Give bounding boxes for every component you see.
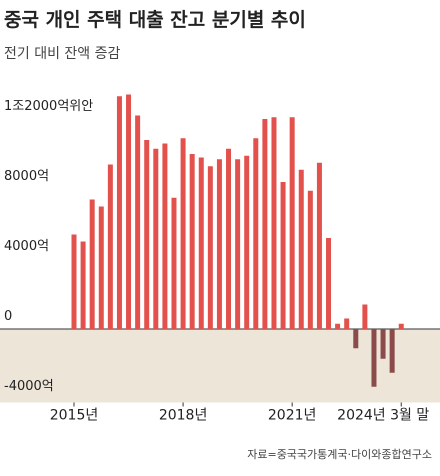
bar: [344, 318, 350, 329]
bar: [298, 169, 304, 329]
chart-title: 중국 개인 주택 대출 잔고 분기별 추이: [4, 9, 306, 31]
bar: [180, 138, 186, 329]
bar: [98, 206, 104, 329]
bar: [80, 241, 86, 329]
bar: [271, 117, 277, 329]
bar: [226, 148, 232, 329]
bar: [326, 238, 332, 329]
bar: [280, 182, 286, 329]
bar: [316, 162, 322, 329]
y-tick-label: 8000억: [4, 169, 49, 184]
x-tick-label: 2021년: [268, 408, 317, 424]
x-tick-label: 2018년: [159, 408, 208, 424]
bar: [307, 190, 313, 329]
bar: [207, 166, 213, 329]
bar: [371, 329, 377, 387]
bar: [380, 329, 386, 359]
bar: [362, 304, 368, 329]
bar: [162, 143, 168, 329]
chart-subtitle: 전기 대비 잔액 증감: [4, 46, 121, 62]
y-tick-label: 4000억: [4, 239, 49, 254]
bar: [135, 115, 141, 329]
bar: [116, 96, 122, 329]
bar: [216, 159, 222, 329]
bar: [289, 117, 295, 329]
bar: [198, 157, 204, 329]
bar: [235, 159, 241, 329]
bar: [171, 197, 177, 329]
y-tick-label: -4000억: [4, 379, 54, 394]
bar: [144, 140, 150, 329]
bar: [262, 119, 268, 329]
bar: [353, 329, 359, 349]
bar: [89, 199, 95, 329]
bar: [253, 138, 259, 329]
source: 자료=중국국가통계국·다이와종합연구소: [247, 448, 432, 461]
bar: [398, 323, 404, 329]
y-tick-label: 1조2000억위안: [4, 99, 93, 114]
bar: [189, 154, 195, 329]
bar: [335, 323, 341, 329]
negative-area: [0, 329, 440, 403]
bar: [107, 164, 113, 329]
bar: [389, 329, 395, 373]
bar: [153, 148, 159, 329]
y-tick-label: 0: [4, 309, 12, 324]
bar: [244, 155, 250, 329]
bar: [126, 94, 132, 329]
x-tick-label: 2015년: [50, 408, 99, 424]
x-tick-label: 2024년 3월 말: [337, 408, 429, 424]
bar: [71, 234, 77, 329]
